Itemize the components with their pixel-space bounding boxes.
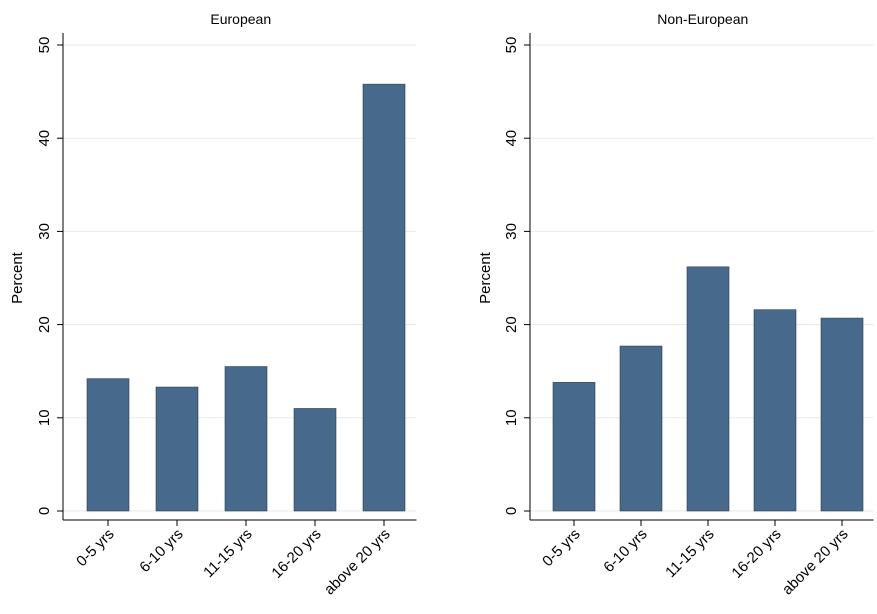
- x-tick-label: above 20 yrs: [321, 526, 394, 599]
- bar: [552, 382, 596, 512]
- x-tick-label: 6-10 yrs: [136, 526, 186, 576]
- y-tick-label: 30: [36, 223, 53, 240]
- x-tick-label: 6-10 yrs: [600, 526, 650, 576]
- y-tick-label: 20: [36, 316, 53, 333]
- bar: [362, 83, 406, 512]
- bar: [753, 309, 797, 512]
- bar: [155, 386, 199, 512]
- y-tick-label: 20: [503, 316, 520, 333]
- y-tick-label: 30: [503, 223, 520, 240]
- y-tick-label: 50: [503, 37, 520, 54]
- y-tick-label: 0: [503, 507, 520, 515]
- bar: [293, 408, 337, 512]
- chart-title: Non-European: [657, 11, 748, 27]
- y-tick-label: 50: [36, 37, 53, 54]
- y-axis-label: Percent: [477, 251, 494, 304]
- bar: [820, 317, 864, 512]
- bar: [86, 378, 130, 512]
- x-tick-label: 11-15 yrs: [200, 526, 255, 581]
- x-tick-label: 0-5 yrs: [539, 526, 583, 570]
- y-tick-label: 40: [36, 130, 53, 147]
- bar: [619, 345, 663, 512]
- y-tick-label: 40: [503, 130, 520, 147]
- bar: [686, 266, 730, 512]
- y-tick-label: 0: [36, 507, 53, 515]
- y-axis-label: Percent: [9, 251, 26, 304]
- y-tick-label: 10: [503, 409, 520, 426]
- x-tick-label: above 20 yrs: [779, 526, 852, 599]
- bar: [224, 366, 268, 512]
- x-tick-label: 16-20 yrs: [268, 526, 324, 582]
- x-tick-label: 11-15 yrs: [662, 526, 717, 581]
- x-tick-label: 0-5 yrs: [73, 526, 117, 570]
- x-tick-label: 16-20 yrs: [728, 526, 784, 582]
- chart-title: European: [210, 11, 271, 27]
- y-tick-label: 10: [36, 409, 53, 426]
